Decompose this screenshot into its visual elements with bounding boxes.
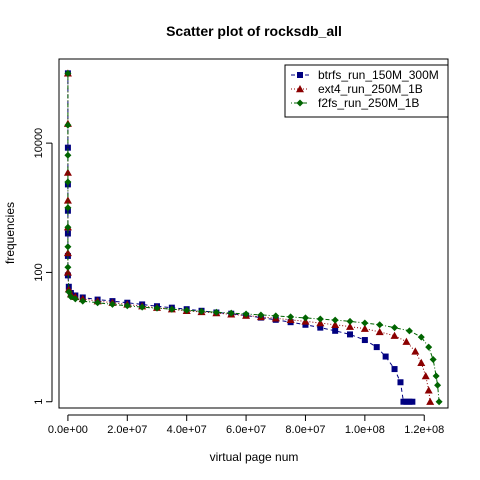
data-point bbox=[64, 223, 72, 231]
data-point bbox=[63, 168, 72, 176]
data-point bbox=[153, 304, 161, 312]
series-btrfs_run_150M_300M bbox=[64, 70, 416, 405]
data-point bbox=[331, 316, 339, 324]
data-point bbox=[361, 337, 368, 344]
data-point bbox=[317, 324, 324, 331]
data-point bbox=[198, 307, 206, 315]
data-point bbox=[346, 317, 354, 325]
data-point bbox=[417, 358, 426, 367]
data-point bbox=[272, 312, 280, 320]
data-point bbox=[426, 397, 435, 405]
data-point bbox=[376, 321, 384, 329]
x-tick-label: 2.0e+07 bbox=[107, 424, 147, 436]
data-point bbox=[391, 324, 399, 332]
data-point bbox=[138, 303, 146, 311]
data-point bbox=[64, 69, 72, 77]
data-point bbox=[332, 327, 339, 334]
data-point bbox=[64, 243, 72, 251]
series-line bbox=[67, 73, 413, 403]
series-layer bbox=[63, 69, 443, 406]
data-point bbox=[64, 263, 72, 271]
series-f2fs_run_250M_1B bbox=[64, 69, 443, 406]
data-point bbox=[397, 379, 404, 386]
legend-box bbox=[284, 64, 449, 118]
data-point bbox=[71, 295, 79, 303]
data-point bbox=[331, 320, 340, 328]
data-point bbox=[391, 366, 398, 373]
legend-marker bbox=[296, 85, 304, 93]
series-line bbox=[67, 73, 431, 402]
x-tick-label: 6.0e+07 bbox=[226, 424, 266, 436]
data-point bbox=[402, 337, 411, 345]
data-point bbox=[79, 297, 87, 305]
plot-frame bbox=[58, 58, 449, 409]
legend: btrfs_run_150M_300Mext4_run_250M_1Bf2fs_… bbox=[284, 64, 449, 118]
data-point bbox=[64, 178, 72, 186]
data-point bbox=[346, 322, 355, 330]
data-point bbox=[375, 327, 384, 336]
y-tick-label: 100 bbox=[33, 263, 45, 281]
data-point bbox=[123, 302, 131, 310]
y-tick-label: 1 bbox=[33, 399, 45, 405]
legend-label: ext4_run_250M_1B bbox=[318, 82, 423, 96]
data-point bbox=[212, 308, 220, 316]
data-point bbox=[409, 398, 416, 405]
data-point bbox=[382, 353, 389, 360]
data-point bbox=[316, 315, 324, 323]
data-point bbox=[168, 305, 176, 313]
legend-label: btrfs_run_150M_300M bbox=[318, 68, 439, 82]
data-point bbox=[257, 311, 265, 319]
data-point bbox=[302, 321, 309, 328]
data-point bbox=[360, 324, 369, 332]
data-point bbox=[411, 347, 420, 355]
data-point bbox=[425, 343, 433, 351]
x-tick-label: 8.0e+07 bbox=[285, 424, 325, 436]
x-tick-label: 1.0e+08 bbox=[345, 424, 385, 436]
legend-label: f2fs_run_250M_1B bbox=[318, 96, 419, 110]
data-point bbox=[434, 381, 442, 389]
data-point bbox=[429, 356, 437, 364]
data-point bbox=[424, 386, 433, 394]
series-ext4_run_250M_1B bbox=[63, 69, 435, 405]
data-point bbox=[390, 331, 399, 339]
legend-marker bbox=[297, 72, 303, 78]
data-point bbox=[108, 300, 116, 308]
data-point bbox=[242, 310, 250, 318]
data-point bbox=[361, 319, 369, 327]
y-tick-label: 10000 bbox=[33, 128, 45, 159]
y-axis-label: frequencies bbox=[3, 202, 17, 264]
x-axis: 0.0e+00 2.0e+07 4.0e+07 6.0e+07 8.0e+07 1.0e+… bbox=[48, 414, 444, 436]
data-point bbox=[64, 121, 72, 129]
data-point bbox=[63, 248, 72, 257]
x-tick-label: 1.2e+08 bbox=[404, 424, 444, 436]
x-axis-label: virtual page num bbox=[210, 450, 299, 464]
data-point bbox=[287, 313, 295, 321]
data-point bbox=[347, 331, 354, 338]
data-point bbox=[64, 144, 71, 151]
series-line bbox=[67, 73, 440, 402]
data-point bbox=[64, 151, 72, 159]
data-point bbox=[432, 372, 440, 380]
data-point bbox=[64, 230, 71, 237]
data-point bbox=[417, 333, 425, 341]
data-point bbox=[373, 344, 380, 351]
x-tick-label: 0.0e+00 bbox=[48, 424, 88, 436]
data-point bbox=[405, 327, 413, 335]
data-point bbox=[94, 299, 102, 307]
data-point bbox=[64, 204, 72, 212]
x-tick-label: 4.0e+07 bbox=[167, 424, 207, 436]
data-point bbox=[183, 306, 191, 314]
data-point bbox=[421, 372, 430, 380]
chart-title: Scatter plot of rocksdb_all bbox=[166, 23, 342, 39]
data-point bbox=[301, 314, 309, 322]
legend-marker bbox=[296, 99, 304, 107]
data-point bbox=[435, 398, 443, 406]
data-point bbox=[227, 309, 235, 317]
data-point bbox=[316, 319, 325, 327]
y-axis: 1 100 10000 bbox=[33, 128, 53, 405]
